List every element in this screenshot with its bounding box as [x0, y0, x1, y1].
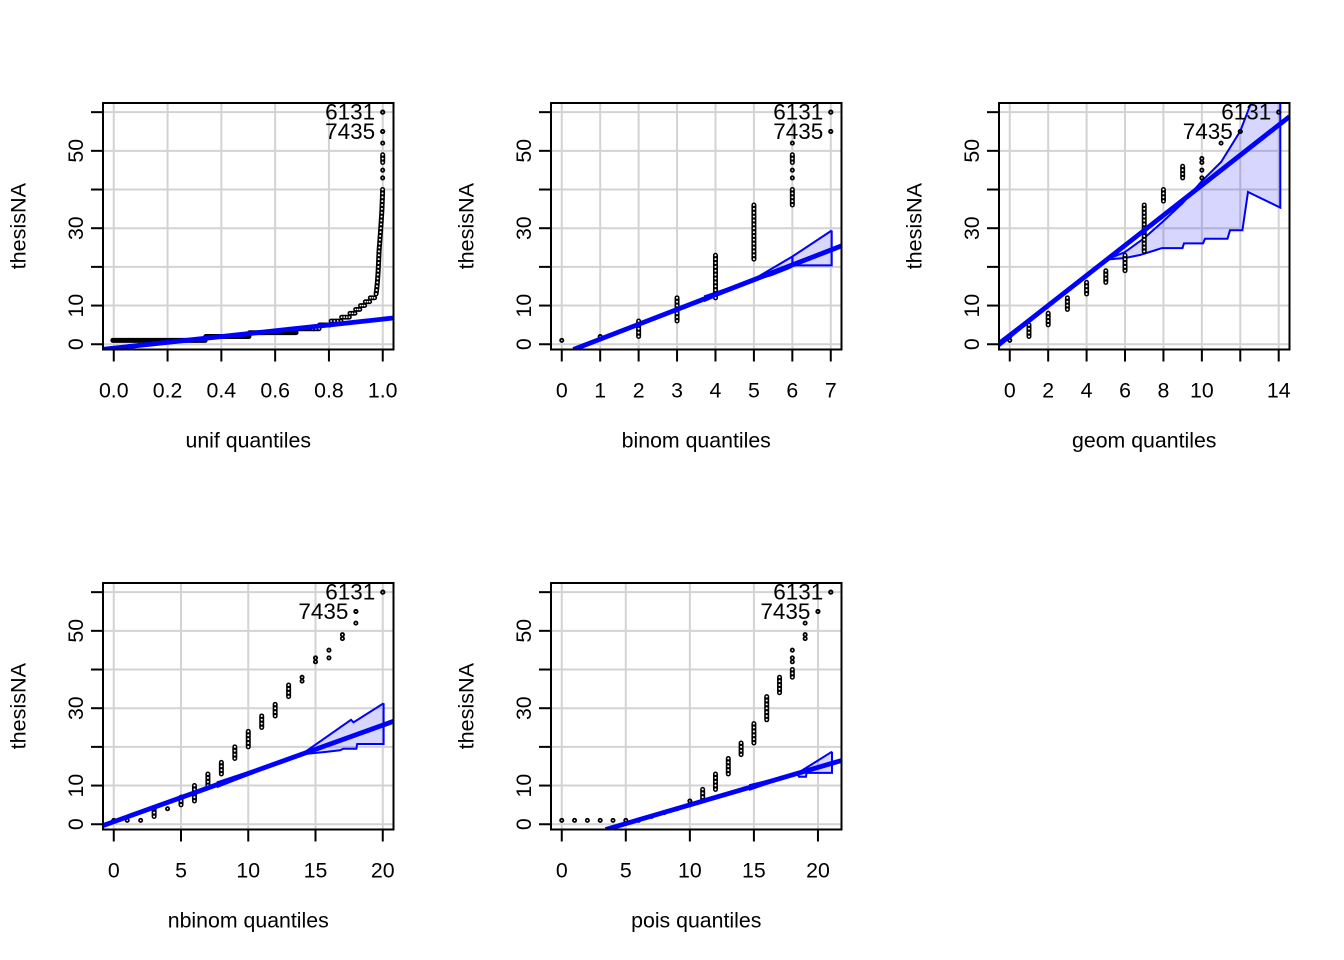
svg-text:50: 50: [512, 619, 536, 643]
svg-text:0.2: 0.2: [153, 378, 183, 402]
svg-text:10: 10: [512, 774, 536, 798]
svg-text:20: 20: [806, 858, 830, 882]
svg-text:7435: 7435: [1183, 119, 1233, 144]
svg-text:0.8: 0.8: [314, 378, 344, 402]
svg-text:1.0: 1.0: [368, 378, 398, 402]
svg-text:6131: 6131: [773, 580, 823, 605]
svg-text:binom quantiles: binom quantiles: [622, 429, 771, 453]
svg-text:6131: 6131: [1221, 100, 1271, 125]
svg-text:4: 4: [710, 378, 722, 402]
svg-text:thesisNA: thesisNA: [454, 182, 479, 269]
svg-text:1: 1: [594, 378, 606, 402]
svg-text:6: 6: [786, 378, 798, 402]
svg-text:0: 0: [108, 858, 120, 882]
svg-text:0: 0: [64, 338, 88, 350]
svg-text:0: 0: [556, 378, 568, 402]
svg-text:7435: 7435: [760, 599, 810, 624]
svg-text:thesisNA: thesisNA: [454, 662, 479, 749]
svg-text:30: 30: [512, 696, 536, 720]
svg-text:7435: 7435: [325, 119, 375, 144]
svg-text:30: 30: [64, 216, 88, 240]
svg-text:15: 15: [304, 858, 328, 882]
svg-text:50: 50: [960, 139, 984, 163]
svg-text:10: 10: [1190, 378, 1214, 402]
svg-text:0.4: 0.4: [207, 378, 237, 402]
svg-text:8: 8: [1158, 378, 1170, 402]
svg-text:0: 0: [512, 818, 536, 830]
svg-text:thesisNA: thesisNA: [902, 182, 927, 269]
svg-text:7435: 7435: [773, 119, 823, 144]
svg-text:thesisNA: thesisNA: [6, 182, 31, 269]
svg-text:10: 10: [512, 294, 536, 318]
svg-text:0.6: 0.6: [260, 378, 290, 402]
svg-text:6131: 6131: [773, 100, 823, 125]
svg-text:6: 6: [1119, 378, 1131, 402]
svg-text:0: 0: [512, 338, 536, 350]
svg-text:0.0: 0.0: [99, 378, 129, 402]
svg-text:nbinom quantiles: nbinom quantiles: [168, 909, 329, 933]
svg-text:50: 50: [64, 139, 88, 163]
svg-text:10: 10: [64, 774, 88, 798]
svg-text:0: 0: [64, 818, 88, 830]
svg-text:thesisNA: thesisNA: [6, 662, 31, 749]
svg-text:3: 3: [671, 378, 683, 402]
svg-text:7: 7: [825, 378, 837, 402]
svg-text:10: 10: [64, 294, 88, 318]
svg-text:5: 5: [748, 378, 760, 402]
svg-text:2: 2: [633, 378, 645, 402]
svg-text:10: 10: [236, 858, 260, 882]
svg-text:unif quantiles: unif quantiles: [185, 429, 311, 453]
svg-text:30: 30: [64, 696, 88, 720]
svg-text:4: 4: [1081, 378, 1093, 402]
svg-text:6131: 6131: [325, 100, 375, 125]
svg-text:50: 50: [64, 619, 88, 643]
svg-text:14: 14: [1267, 378, 1291, 402]
svg-text:0: 0: [1004, 378, 1016, 402]
svg-text:6131: 6131: [325, 580, 375, 605]
svg-text:geom quantiles: geom quantiles: [1072, 429, 1216, 453]
svg-text:2: 2: [1042, 378, 1054, 402]
svg-text:7435: 7435: [298, 599, 348, 624]
svg-text:50: 50: [512, 139, 536, 163]
svg-text:20: 20: [371, 858, 395, 882]
svg-text:0: 0: [960, 338, 984, 350]
svg-text:5: 5: [175, 858, 187, 882]
svg-text:30: 30: [960, 216, 984, 240]
svg-text:30: 30: [512, 216, 536, 240]
svg-text:10: 10: [678, 858, 702, 882]
svg-text:0: 0: [556, 858, 568, 882]
svg-text:15: 15: [742, 858, 766, 882]
svg-text:5: 5: [620, 858, 632, 882]
svg-text:10: 10: [960, 294, 984, 318]
svg-text:pois quantiles: pois quantiles: [631, 909, 761, 933]
